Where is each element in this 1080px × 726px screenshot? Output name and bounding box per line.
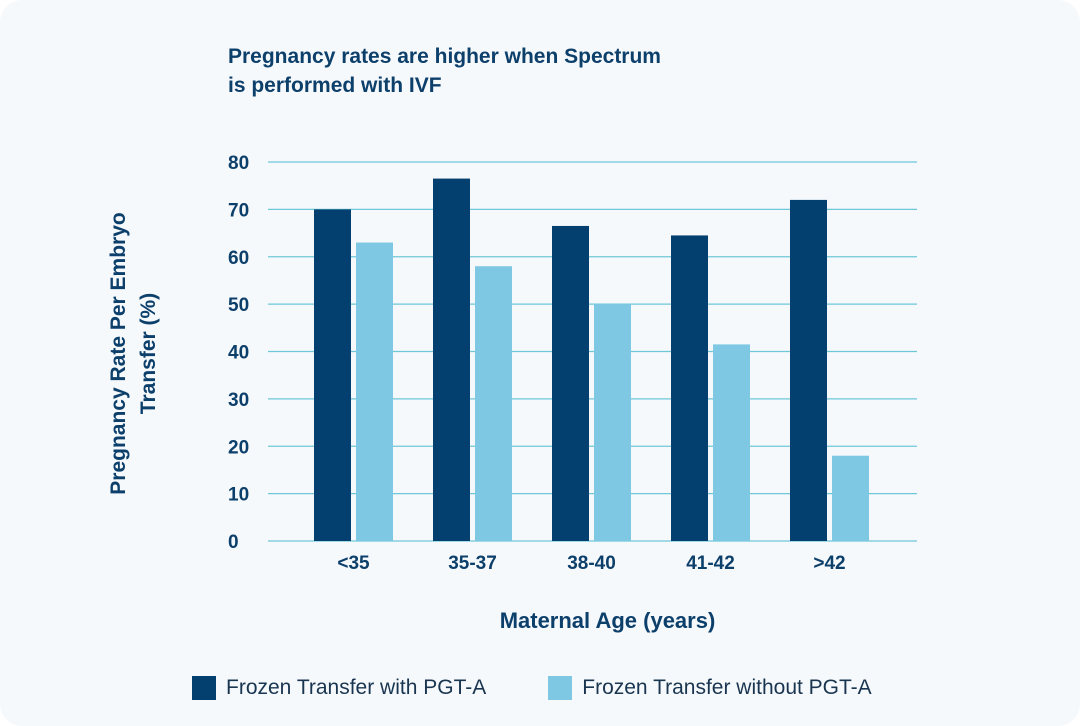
y-axis-label-line: Transfer (%) — [137, 293, 160, 414]
y-tick-label: 20 — [228, 437, 249, 458]
bar-with-pgta — [433, 178, 470, 542]
chart-title-line-1: Pregnancy rates are higher when Spectrum — [228, 45, 661, 68]
legend: Frozen Transfer with PGT-A Frozen Transf… — [192, 676, 934, 700]
x-axis-label: Maternal Age (years) — [500, 608, 716, 633]
bar-without-pgta — [832, 455, 869, 541]
y-axis-label-line: Pregnancy Rate Per Embryo — [107, 212, 130, 494]
bar-without-pgta — [594, 304, 631, 541]
bar-without-pgta — [356, 242, 393, 541]
x-tick-label: 38-40 — [567, 553, 616, 574]
y-tick-label: 70 — [228, 200, 249, 221]
bar-with-pgta — [552, 225, 589, 542]
legend-item-without-pgta: Frozen Transfer without PGT-A — [548, 676, 872, 700]
x-tick-label: 35-37 — [448, 553, 497, 574]
y-tick-label: 30 — [228, 390, 249, 411]
legend-swatch-with-pgta — [192, 676, 216, 700]
x-tick-label: <35 — [337, 553, 370, 574]
legend-label-without-pgta: Frozen Transfer without PGT-A — [582, 676, 872, 699]
bar-without-pgta — [713, 344, 750, 541]
y-tick-label: 0 — [228, 532, 239, 553]
y-tick-label: 80 — [228, 153, 249, 174]
bar-with-pgta — [314, 209, 351, 541]
y-axis-label: Pregnancy Rate Per Embryo Transfer (%) — [107, 212, 160, 494]
bar-without-pgta — [475, 266, 512, 541]
x-tick-label: 41-42 — [686, 553, 735, 574]
y-tick-label: 10 — [228, 485, 249, 506]
y-tick-label: 40 — [228, 343, 249, 364]
y-tick-label: 50 — [228, 295, 249, 316]
legend-swatch-without-pgta — [548, 676, 573, 700]
bar-with-pgta — [790, 199, 827, 541]
chart-title-line-2: is performed with IVF — [228, 74, 442, 97]
legend-item-with-pgta: Frozen Transfer with PGT-A — [192, 676, 486, 700]
legend-label-with-pgta: Frozen Transfer with PGT-A — [226, 676, 487, 699]
chart-title: Pregnancy rates are higher when Spectrum… — [228, 42, 661, 100]
y-tick-label: 60 — [228, 248, 249, 269]
bar-with-pgta — [671, 235, 708, 541]
x-tick-label: >42 — [813, 553, 845, 574]
